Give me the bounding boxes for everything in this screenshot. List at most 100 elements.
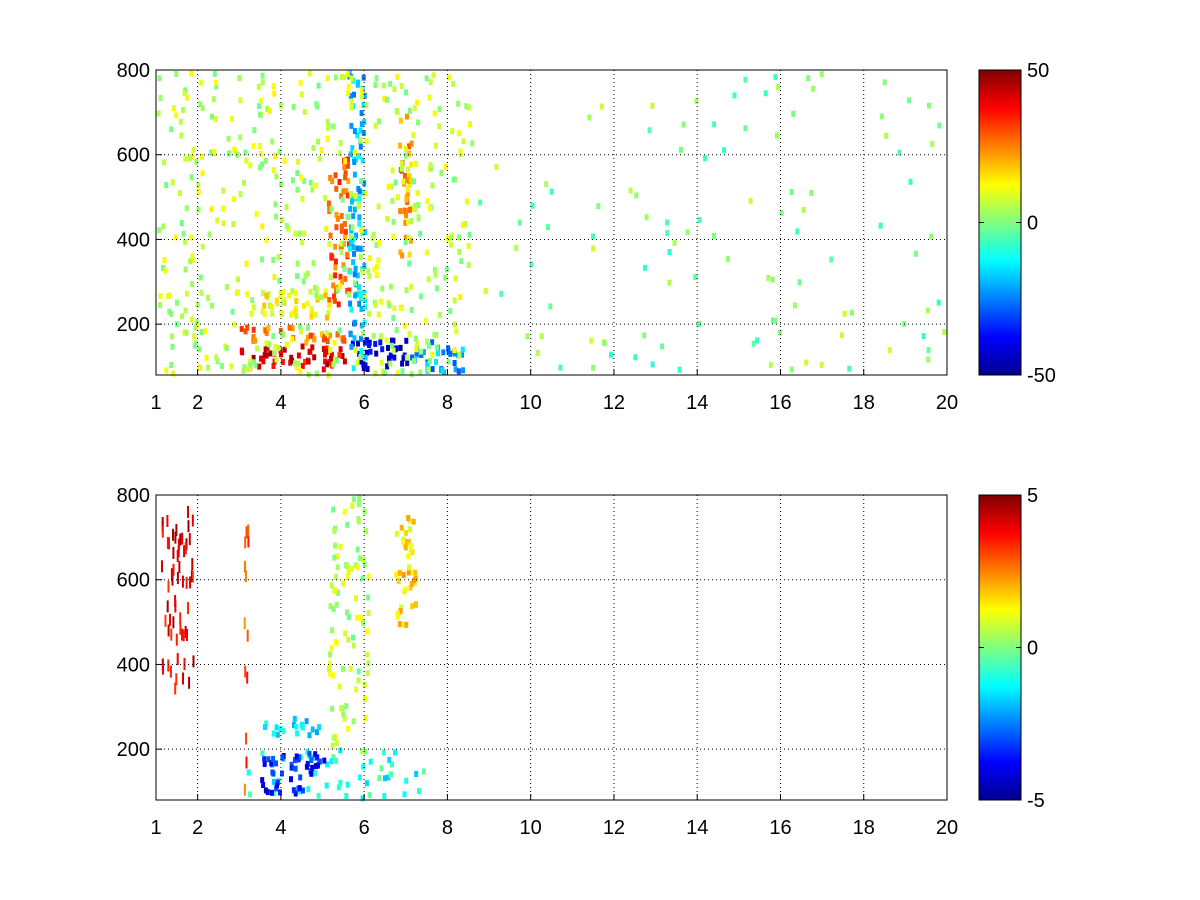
heatmap-bottom-cell — [345, 521, 350, 528]
heatmap-top-cell — [362, 339, 367, 346]
heatmap-bottom-cell — [278, 726, 283, 732]
heatmap-top-cell — [458, 294, 463, 301]
heatmap-top-cell — [184, 329, 189, 336]
heatmap-bottom-cell — [322, 757, 327, 764]
heatmap-bottom-cell — [345, 609, 349, 616]
heatmap-top-cell — [349, 104, 354, 111]
heatmap-top-cell — [198, 101, 203, 108]
heatmap-top-cell — [191, 146, 196, 153]
heatmap-top-cell — [265, 106, 270, 113]
heatmap-top-cell — [404, 89, 408, 96]
heatmap-bottom-cell — [185, 576, 188, 589]
heatmap-bottom-cell — [354, 686, 359, 693]
heatmap-top-cell — [413, 202, 418, 209]
heatmap-top-cell — [163, 267, 168, 274]
heatmap-top-cell — [884, 132, 889, 139]
heatmap-top-cell — [343, 158, 348, 165]
heatmap-top-cell — [316, 82, 321, 89]
heatmap-top-cell — [363, 304, 368, 311]
heatmap-top-cell — [361, 130, 366, 137]
heatmap-bottom-cell — [291, 722, 296, 728]
heatmap-top-cell — [667, 249, 672, 255]
heatmap-bottom-cell — [329, 582, 334, 589]
heatmap-top-cell — [336, 286, 341, 293]
heatmap-top-cell — [180, 313, 184, 320]
heatmap-top-cell — [416, 202, 421, 209]
heatmap-top-cell — [408, 177, 413, 184]
heatmap-top-cell — [399, 304, 404, 311]
heatmap-top-cell — [338, 140, 343, 147]
heatmap-top-cell — [331, 282, 336, 289]
heatmap-top-cell — [349, 306, 354, 313]
heatmap-bottom-cell — [395, 611, 400, 618]
heatmap-top-cell — [255, 345, 260, 352]
heatmap-top-cell — [642, 332, 647, 339]
heatmap-top-cell — [266, 325, 271, 331]
heatmap-top-cell — [587, 114, 592, 121]
heatmap-top-cell — [239, 347, 244, 354]
heatmap-top-cell — [302, 177, 307, 184]
heatmap-top-cell — [466, 262, 471, 269]
heatmap-top-cell — [591, 364, 596, 371]
heatmap-top-cell — [291, 103, 296, 110]
heatmap-top-cell — [174, 112, 179, 119]
heatmap-bottom-cell — [367, 792, 372, 799]
heatmap-top-cell — [329, 254, 334, 261]
heatmap-top-cell — [358, 245, 363, 252]
heatmap-top-cell — [348, 268, 353, 275]
heatmap-top-cell — [416, 190, 420, 197]
heatmap-top-cell — [398, 344, 403, 351]
heatmap-top-cell — [268, 350, 273, 357]
heatmap-top-cell — [324, 330, 329, 337]
heatmap-bottom-cell — [346, 636, 351, 643]
heatmap-top-cell — [389, 183, 394, 190]
heatmap-top-cell — [678, 146, 683, 153]
heatmap-top-cell — [258, 97, 263, 104]
heatmap-top-cell — [227, 150, 231, 157]
heatmap-top-cell — [258, 150, 263, 157]
heatmap-bottom-cell — [368, 758, 373, 765]
heatmap-top-cell — [452, 297, 457, 304]
heatmap-top-cell — [290, 288, 295, 295]
heatmap-top-cell — [305, 300, 310, 307]
heatmap-top-cell — [406, 166, 411, 173]
heatmap-top-cell — [345, 162, 350, 169]
heatmap-top-cell — [350, 340, 355, 347]
heatmap-top-cell — [305, 334, 310, 341]
heatmap-bottom-cell — [404, 777, 409, 784]
heatmap-top-cell — [353, 149, 357, 156]
heatmap-top-cell — [290, 310, 295, 317]
heatmap-top-cell — [355, 132, 360, 139]
heatmap-top-cell — [392, 305, 397, 312]
heatmap-bottom-cell — [341, 711, 346, 718]
heatmap-bottom-cell — [270, 769, 275, 776]
heatmap-top-cell — [338, 283, 343, 290]
heatmap-bottom-cell — [275, 731, 280, 738]
heatmap-top-cell — [219, 363, 224, 370]
heatmap-top-cell — [303, 358, 308, 365]
heatmap-top-cell — [878, 222, 883, 229]
heatmap-top-cell — [166, 293, 171, 300]
heatmap-bottom-cell — [397, 621, 402, 628]
heatmap-top-cell — [373, 370, 378, 377]
colorbar-tick-label: 0 — [1027, 638, 1038, 660]
heatmap-bottom-cell — [360, 795, 365, 802]
heatmap-top-cell — [712, 233, 717, 239]
heatmap-top-cell — [188, 258, 193, 265]
heatmap-top-cell — [544, 181, 549, 188]
heatmap-top-cell — [732, 92, 737, 99]
heatmap-bottom-cell — [188, 676, 191, 689]
heatmap-bottom-cell — [334, 601, 339, 608]
heatmap-top-cell — [357, 214, 362, 221]
heatmap-top-cell — [363, 190, 368, 197]
heatmap-bottom-cell — [293, 757, 297, 764]
heatmap-top-cell — [628, 187, 633, 194]
heatmap-bottom-cell — [421, 768, 426, 775]
heatmap-bottom-cell — [184, 542, 187, 555]
heatmap-top-cell — [238, 97, 243, 104]
heatmap-top-cell — [360, 330, 365, 337]
heatmap-top-cell — [937, 122, 942, 129]
heatmap-bottom-cell — [177, 545, 180, 558]
heatmap-bottom-cell — [271, 730, 276, 737]
